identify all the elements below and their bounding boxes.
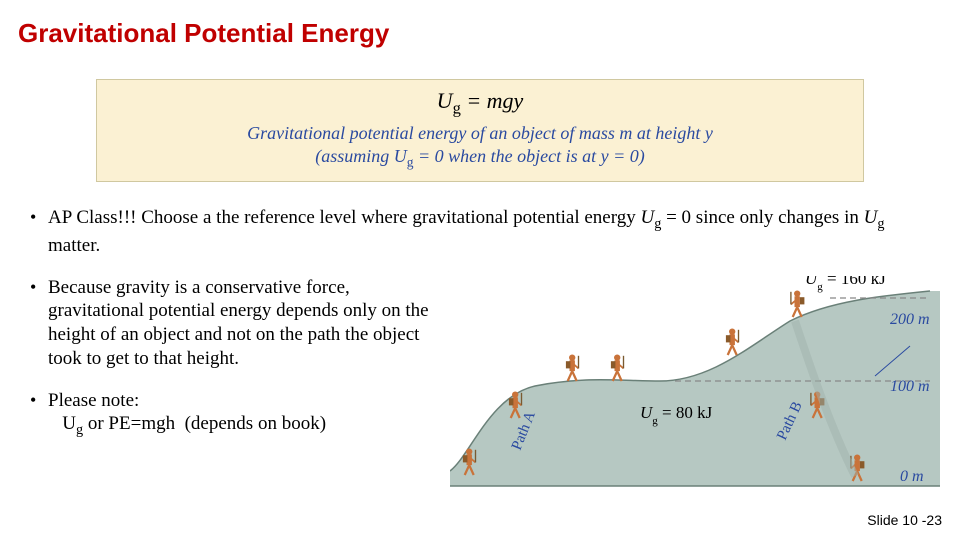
bullet-1: • AP Class!!! Choose a the reference lev… — [30, 206, 930, 257]
caption-line-2: (assuming Ug = 0 when the object is at y… — [315, 146, 645, 166]
bullet-2: • Because gravity is a conservative forc… — [30, 276, 440, 371]
hiker-plateau-1 — [566, 354, 579, 381]
bullet-1-post: matter. — [48, 235, 100, 256]
hiker-plateau-2 — [611, 354, 624, 381]
title-text: Gravitational Potential Energy — [18, 18, 389, 48]
slide-footer: Slide 10 -23 — [867, 512, 942, 528]
hiker-slope-1 — [726, 328, 739, 355]
bullet-dot: • — [30, 389, 48, 440]
bullet-1-text: AP Class!!! Choose a the reference level… — [48, 206, 930, 257]
height-200m: 200 m — [890, 311, 930, 328]
bullet-list: • AP Class!!! Choose a the reference lev… — [30, 206, 930, 500]
height-0m: 0 m — [900, 468, 924, 485]
bullet-dot: • — [30, 206, 48, 257]
bullet-1-pre: AP Class!!! Choose a the reference level… — [48, 207, 640, 228]
slide-title: Gravitational Potential Energy — [0, 0, 960, 49]
formula-caption: Gravitational potential energy of an obj… — [97, 122, 863, 171]
bullet-3-text: Please note: Ug or PE=mgh (depends on bo… — [48, 389, 440, 440]
caption-line-1: Gravitational potential energy of an obj… — [247, 123, 713, 143]
bullet-3: • Please note: Ug or PE=mgh (depends on … — [30, 389, 440, 440]
bullet-3-line1: Please note: — [48, 390, 139, 411]
hiker-top — [791, 290, 805, 317]
hill-fill — [450, 291, 940, 486]
bullet-dot: • — [30, 276, 48, 371]
height-100m: 100 m — [890, 378, 930, 395]
formula-equation: Ug = mgy — [97, 88, 863, 118]
bullet-2-text: Because gravity is a conservative force,… — [48, 276, 440, 371]
formula-box: Ug = mgy Gravitational potential energy … — [96, 79, 864, 182]
bullet-1-mid: = 0 since only changes in — [661, 207, 863, 228]
ug-top-label: Ug = 160 kJ — [805, 276, 886, 293]
hill-diagram: 200 m 100 m 0 m Ug = 160 kJ Ug = 80 kJ P… — [450, 276, 940, 496]
